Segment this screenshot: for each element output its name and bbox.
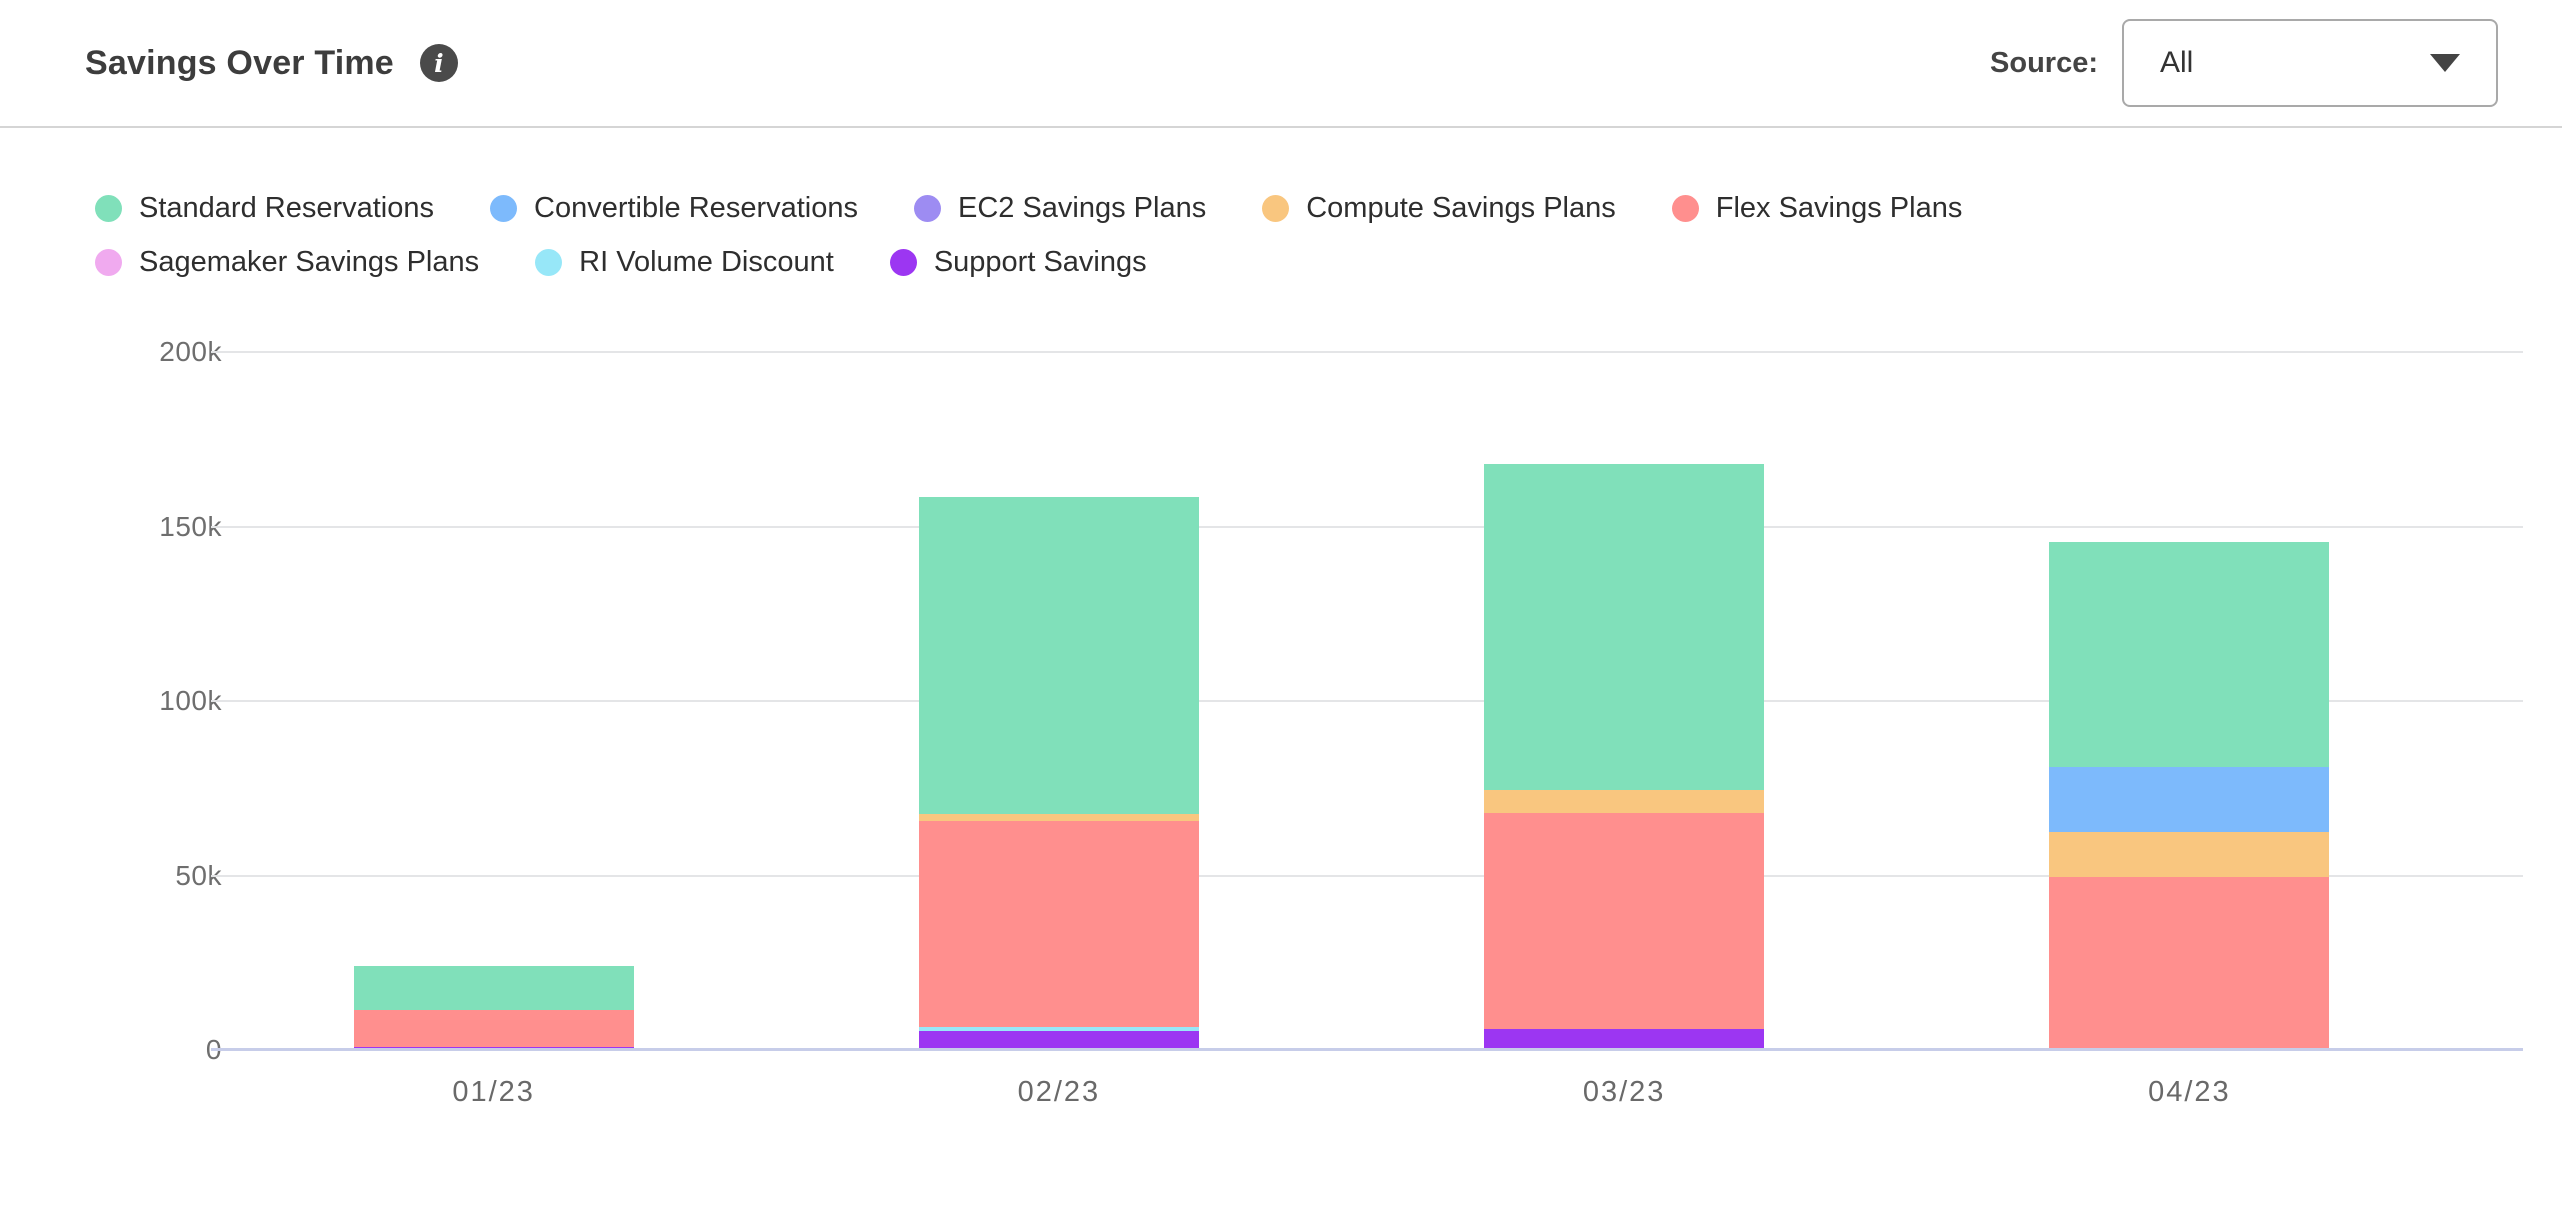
header-left: Savings Over Time i <box>85 44 458 83</box>
legend-item-label: Support Savings <box>933 245 1147 278</box>
y-tick-label-0: 0 <box>40 1034 222 1066</box>
legend-item-label: Compute Savings Plans <box>1306 191 1616 224</box>
source-dropdown-value: All <box>2160 46 2194 79</box>
info-icon-glyph: i <box>434 48 444 78</box>
bar-slot-04-23 <box>1907 352 2472 1050</box>
bar-segment-01-23-standard-reservations[interactable] <box>353 966 634 1010</box>
y-tick-label-200k: 200k <box>159 336 222 367</box>
bar-segment-02-23-standard-reservations[interactable] <box>918 496 1199 815</box>
legend-item-ri-volume-discount[interactable]: RI Volume Discount <box>535 242 834 282</box>
source-dropdown[interactable]: All <box>2122 19 2498 107</box>
stacked-bar-02-23[interactable] <box>918 496 1199 1050</box>
legend-item-label: Standard Reservations <box>139 191 434 224</box>
chart-legend: Standard Reservations Convertible Reserv… <box>95 188 2395 282</box>
bar-segment-03-23-compute-savings-plans[interactable] <box>1484 790 1765 813</box>
legend-dot-icon <box>1262 194 1290 222</box>
x-tick-label-01-23: 01/23 <box>452 1076 535 1108</box>
bar-segment-04-23-compute-savings-plans[interactable] <box>2049 831 2330 878</box>
bar-segment-02-23-compute-savings-plans[interactable] <box>918 814 1199 822</box>
legend-dot-icon <box>95 194 122 222</box>
bar-segment-04-23-standard-reservations[interactable] <box>2049 542 2330 768</box>
gridline-100k <box>211 700 2523 702</box>
bar-segment-03-23-support-savings[interactable] <box>1484 1029 1765 1050</box>
bar-segment-04-23-flex-savings-plans[interactable] <box>2049 877 2330 1050</box>
legend-dot-icon <box>889 248 917 276</box>
legend-item-convertible-reservations[interactable]: Convertible Reservations <box>490 188 858 228</box>
legend-item-standard-reservations[interactable]: Standard Reservations <box>95 188 434 228</box>
bar-segment-01-23-flex-savings-plans[interactable] <box>353 1009 634 1047</box>
bar-slot-01-23 <box>211 352 776 1050</box>
legend-item-support-savings[interactable]: Support Savings <box>889 242 1147 282</box>
y-tick-label-100k: 100k <box>159 685 222 716</box>
bars-container <box>211 352 2472 1050</box>
gridline-50k <box>211 874 2523 877</box>
bar-slot-03-23 <box>1342 352 1907 1050</box>
page-title: Savings Over Time <box>85 43 394 82</box>
y-tick-label-150k: 150k <box>159 510 222 542</box>
legend-item-label: EC2 Savings Plans <box>957 191 1207 224</box>
legend-item-label: Sagemaker Savings Plans <box>139 245 480 278</box>
x-tick-label-02-23: 02/23 <box>1017 1076 1101 1108</box>
source-label: Source: <box>1990 46 2098 79</box>
legend-item-label: Convertible Reservations <box>534 191 858 224</box>
legend-item-ec2-savings-plans[interactable]: EC2 Savings Plans <box>913 188 1207 228</box>
legend-dot-icon <box>913 194 941 222</box>
y-tick-label-50k: 50k <box>175 859 222 891</box>
x-tick-label-03-23: 03/23 <box>1582 1076 1666 1108</box>
legend-item-sagemaker-savings-plans[interactable]: Sagemaker Savings Plans <box>95 242 479 282</box>
header-right: Source: All <box>1990 19 2498 107</box>
legend-item-compute-savings-plans[interactable]: Compute Savings Plans <box>1262 188 1616 228</box>
bar-segment-04-23-convertible-reservations[interactable] <box>2049 767 2330 832</box>
legend-dot-icon <box>95 248 122 276</box>
bar-segment-03-23-flex-savings-plans[interactable] <box>1484 812 1765 1030</box>
chevron-down-icon <box>2430 54 2460 72</box>
gridline-200k <box>211 351 2523 353</box>
x-tick-label-04-23: 04/23 <box>2148 1076 2231 1108</box>
x-axis: 01/23 02/23 03/23 04/23 <box>211 1076 2472 1109</box>
stacked-bar-01-23[interactable] <box>353 966 634 1050</box>
legend-dot-icon <box>490 194 517 222</box>
card-header: Savings Over Time i Source: All <box>0 0 2562 128</box>
bar-segment-03-23-standard-reservations[interactable] <box>1484 463 1765 791</box>
legend-dot-icon <box>535 248 563 276</box>
legend-item-label: RI Volume Discount <box>579 245 834 278</box>
bar-segment-02-23-flex-savings-plans[interactable] <box>918 821 1199 1028</box>
legend-item-flex-savings-plans[interactable]: Flex Savings Plans <box>1671 188 1963 228</box>
stacked-bar-04-23[interactable] <box>2049 542 2330 1050</box>
x-axis-baseline <box>211 1048 2523 1051</box>
plot-area <box>211 351 2523 1051</box>
info-icon[interactable]: i <box>419 44 458 82</box>
y-axis: 0 50k 100k 150k 200k <box>40 336 222 1065</box>
bar-slot-02-23 <box>776 352 1341 1050</box>
legend-dot-icon <box>1671 194 1699 222</box>
legend-item-label: Flex Savings Plans <box>1715 191 1963 224</box>
bar-segment-02-23-ri-volume-discount[interactable] <box>918 1027 1199 1031</box>
gridline-150k <box>211 525 2523 528</box>
stacked-bar-03-23[interactable] <box>1484 463 1765 1050</box>
bar-segment-02-23-support-savings[interactable] <box>918 1030 1199 1050</box>
